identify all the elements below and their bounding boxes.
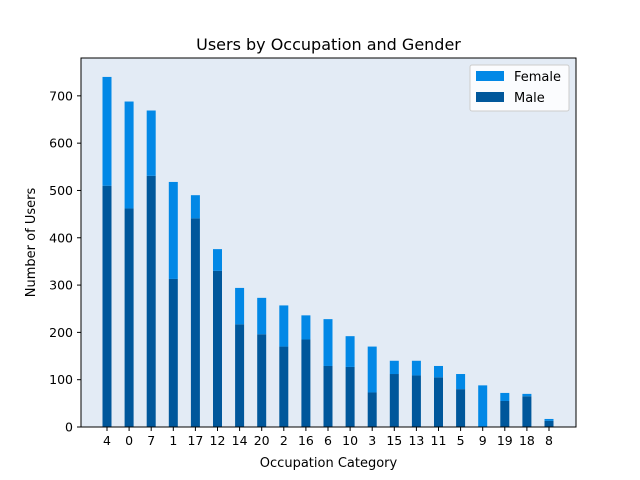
legend-label-female: Female [514, 70, 561, 85]
y-tick-label: 100 [49, 372, 73, 387]
y-tick-label: 500 [49, 183, 73, 198]
bar-female-12 [213, 249, 222, 271]
bar-female-4 [102, 76, 112, 186]
bar-female-9 [478, 385, 488, 427]
legend-swatch-female [476, 71, 504, 81]
x-tick-label: 5 [457, 433, 465, 448]
x-axis: 4 0 7 1 17 12 14 20 2 16 6 10 3 15 13 11 5 9 19 18 8 [103, 427, 553, 448]
bar-female-1 [168, 181, 178, 279]
x-tick-label: 17 [187, 433, 203, 448]
x-axis-label: Occupation Category [260, 456, 398, 471]
plot-frame [80, 57, 577, 428]
legend-label-male: Male [514, 91, 545, 106]
bar-female-19 [500, 392, 510, 401]
legend-swatch-male [476, 92, 504, 102]
x-tick-label: 20 [254, 433, 270, 448]
bar-female-18 [522, 393, 532, 397]
y-tick-label: 700 [49, 88, 73, 103]
bar-female-2 [279, 305, 289, 347]
x-tick-label: 16 [298, 433, 314, 448]
bar-male-20 [257, 334, 267, 427]
x-tick-label: 0 [125, 433, 133, 448]
bar-male-8 [544, 420, 554, 427]
bar-female-10 [345, 336, 355, 367]
bar-female-16 [301, 315, 311, 340]
bar-female-7 [146, 110, 156, 176]
bar-female-14 [235, 287, 245, 325]
y-axis: 0 100 200 300 400 500 600 700 [49, 88, 81, 435]
x-tick-label: 10 [342, 433, 358, 448]
bar-female-3 [367, 346, 377, 393]
bars-group [102, 76, 554, 427]
x-tick-label: 14 [232, 433, 248, 448]
bar-male-6 [323, 365, 333, 427]
x-tick-label: 4 [103, 433, 111, 448]
bar-male-3 [367, 392, 377, 427]
y-tick-label: 600 [49, 136, 73, 151]
bar-male-5 [456, 389, 466, 427]
x-tick-label: 12 [210, 433, 226, 448]
bar-male-7 [146, 175, 156, 427]
bar-female-6 [323, 319, 333, 366]
x-tick-label: 11 [431, 433, 447, 448]
chart-title: Users by Occupation and Gender [196, 35, 461, 54]
x-tick-label: 6 [324, 433, 332, 448]
bar-female-0 [124, 101, 134, 209]
x-tick-label: 13 [408, 433, 424, 448]
bar-male-10 [345, 366, 355, 427]
y-tick-label: 200 [49, 325, 73, 340]
bar-male-2 [279, 346, 289, 427]
bar-female-13 [411, 360, 421, 376]
y-tick-label: 400 [49, 230, 73, 245]
x-tick-label: 7 [147, 433, 155, 448]
x-tick-label: 9 [479, 433, 487, 448]
bar-male-4 [102, 185, 112, 427]
x-tick-label: 2 [280, 433, 288, 448]
bar-female-8 [544, 418, 554, 421]
x-tick-label: 19 [497, 433, 513, 448]
y-tick-label: 0 [65, 420, 73, 435]
bar-female-20 [257, 297, 267, 335]
bar-male-0 [124, 208, 134, 427]
x-tick-label: 15 [386, 433, 402, 448]
bar-male-11 [434, 377, 443, 427]
bar-female-15 [389, 360, 399, 375]
bar-female-5 [456, 374, 466, 390]
x-tick-label: 1 [169, 433, 177, 448]
y-axis-label: Number of Users [24, 188, 39, 298]
bar-male-16 [301, 339, 311, 427]
bar-male-1 [168, 278, 178, 427]
x-tick-label: 3 [368, 433, 376, 448]
bar-female-17 [190, 195, 200, 219]
bar-female-11 [434, 365, 443, 378]
bar-male-17 [190, 218, 200, 427]
legend: Female Male [469, 64, 570, 112]
bar-male-12 [213, 270, 222, 427]
bar-male-18 [522, 396, 532, 427]
bar-male-15 [389, 374, 399, 427]
x-tick-label: 8 [545, 433, 553, 448]
bar-male-14 [235, 324, 245, 427]
bar-male-13 [411, 375, 421, 427]
bar-male-19 [500, 400, 510, 427]
x-tick-label: 18 [519, 433, 535, 448]
y-tick-label: 300 [49, 278, 73, 293]
